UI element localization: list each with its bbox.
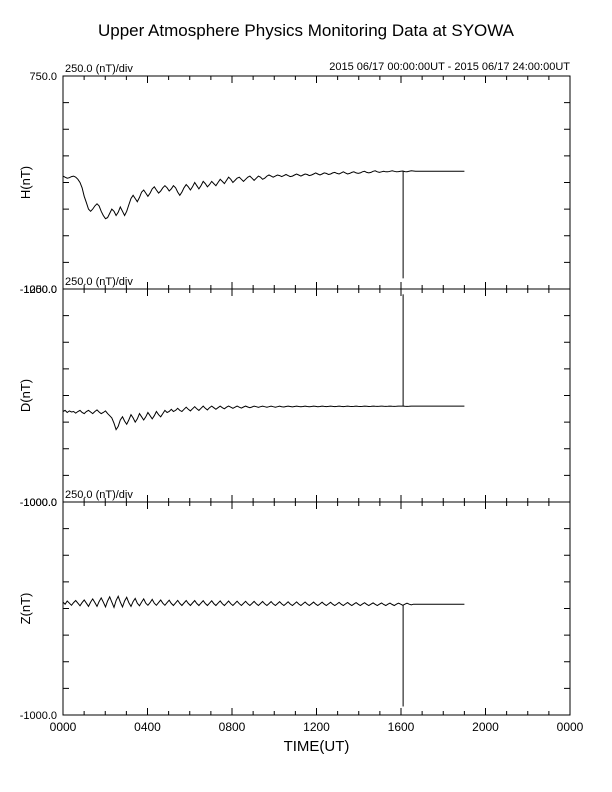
series-h xyxy=(63,171,464,219)
div-label: 250.0 (nT)/div xyxy=(65,276,133,288)
panel-d: 250.0 (nT)/div1000.0-1000.0D(nT) xyxy=(18,276,570,509)
div-label: 250.0 (nT)/div xyxy=(65,489,133,501)
ytick-top: 1000.0 xyxy=(23,497,57,509)
ylabel: Z(nT) xyxy=(18,593,33,625)
panel-frame xyxy=(63,76,570,289)
xtick-label: 0000 xyxy=(557,720,584,734)
div-label: 250.0 (nT)/div xyxy=(65,63,133,75)
xtick-label: 2000 xyxy=(472,720,499,734)
xtick-label: 1200 xyxy=(303,720,330,734)
chart-figure: Upper Atmosphere Physics Monitoring Data… xyxy=(0,0,612,792)
xtick-label: 0000 xyxy=(50,720,77,734)
panel-frame xyxy=(63,502,570,715)
series-d xyxy=(63,406,464,430)
xtick-label: 0800 xyxy=(219,720,246,734)
ylabel: D(nT) xyxy=(18,379,33,412)
series-z xyxy=(63,596,464,607)
chart-title: Upper Atmosphere Physics Monitoring Data… xyxy=(98,21,515,40)
ytick-top: 750.0 xyxy=(29,71,57,83)
time-range-label: 2015 06/17 00:00:00UT - 2015 06/17 24:00… xyxy=(329,61,570,73)
xtick-label: 0400 xyxy=(134,720,161,734)
xtick-label: 1600 xyxy=(388,720,415,734)
xaxis-label: TIME(UT) xyxy=(284,738,350,755)
ytick-top: 1000.0 xyxy=(23,284,57,296)
panel-h: 250.0 (nT)/div750.0-1250.0H(nT) xyxy=(18,63,570,296)
ylabel: H(nT) xyxy=(18,166,33,199)
panel-z: 250.0 (nT)/div1000.0-1000.0Z(nT) xyxy=(18,489,570,722)
panel-frame xyxy=(63,289,570,502)
